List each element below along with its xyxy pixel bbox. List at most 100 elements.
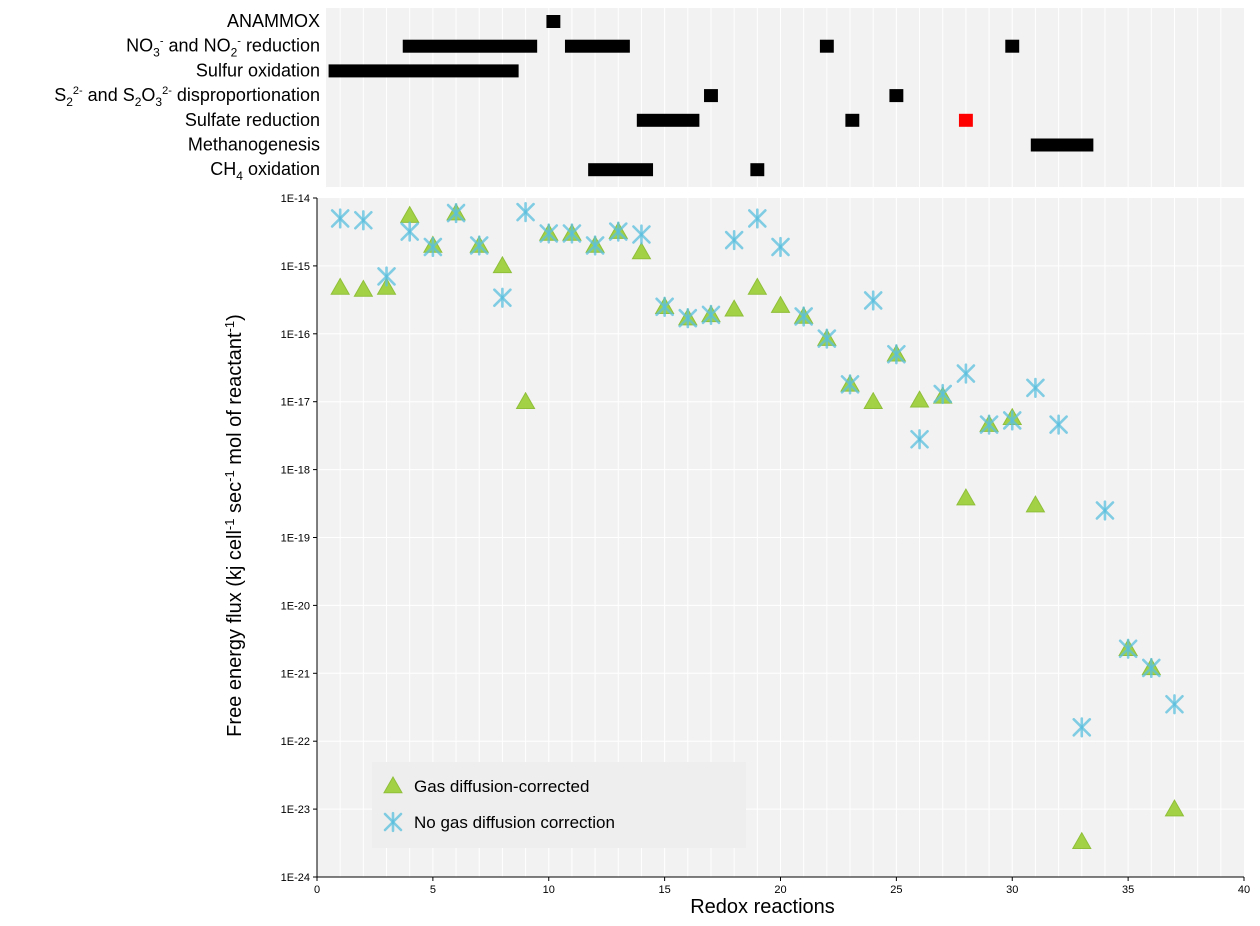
y-tick-label: 1E-23	[281, 804, 310, 816]
asterisk-marker	[1002, 410, 1022, 431]
triangle-marker	[747, 277, 768, 295]
asterisk-marker	[863, 290, 883, 311]
asterisk-marker	[585, 235, 605, 256]
asterisk-marker	[678, 308, 698, 329]
asterisk-marker	[539, 223, 559, 244]
asterisk-marker	[771, 236, 790, 258]
asterisk-marker	[330, 208, 350, 229]
x-tick-label: 35	[1122, 884, 1134, 896]
category-bar	[750, 163, 765, 177]
x-tick-label: 20	[774, 884, 786, 896]
category-label: ANAMMOX	[227, 11, 320, 31]
asterisk-marker	[1072, 717, 1092, 738]
asterisk-marker	[446, 202, 466, 224]
triangle-marker	[1071, 831, 1092, 850]
y-tick-label: 1E-24	[281, 872, 310, 884]
asterisk-marker	[1049, 414, 1068, 435]
asterisk-marker	[354, 210, 373, 231]
y-tick-label: 1E-17	[281, 397, 310, 409]
triangle-marker	[909, 390, 930, 408]
y-tick-label: 1E-21	[281, 668, 310, 680]
y-tick-label: 1E-14	[281, 193, 310, 205]
free-energy-scatter-plot: 1E-24 1E-23 1E-22 1E-21 1E-20 1E-19 1E-18 1E-17…	[222, 193, 1251, 918]
triangle-marker	[631, 242, 652, 260]
triangle-marker	[330, 277, 351, 295]
asterisk-marker	[423, 236, 443, 258]
asterisk-marker	[1026, 377, 1045, 398]
asterisk-marker	[655, 296, 674, 317]
asterisk-marker	[377, 266, 396, 287]
category-bar	[1030, 138, 1094, 152]
category-bar	[588, 163, 654, 177]
x-tick-label: 30	[1006, 884, 1018, 896]
x-tick-label: 25	[890, 884, 902, 896]
asterisk-marker	[956, 363, 976, 384]
category-bar	[564, 39, 630, 53]
y-axis-title: Free energy flux (kj cell-1 sec-1 mol of…	[222, 314, 247, 737]
category-bar	[958, 113, 973, 127]
asterisk-marker	[608, 221, 628, 242]
asterisk-marker	[383, 811, 403, 833]
x-axis-title: Redox reactions	[690, 896, 835, 918]
asterisk-marker	[933, 383, 953, 405]
asterisk-marker	[794, 306, 813, 327]
category-bar	[402, 39, 538, 53]
asterisk-marker	[1118, 638, 1138, 659]
category-bar	[845, 113, 860, 127]
y-tick-label: 1E-15	[281, 261, 310, 273]
triangle-marker	[863, 391, 884, 409]
category-bar	[819, 39, 834, 53]
y-tick-label: 1E-18	[281, 465, 310, 477]
legend-label: Gas diffusion-corrected	[414, 777, 589, 796]
asterisk-marker	[493, 287, 512, 308]
category-bar	[889, 89, 904, 103]
asterisk-marker	[840, 374, 860, 395]
category-bar	[546, 15, 561, 28]
triangle-marker	[515, 391, 536, 409]
triangle-marker	[724, 299, 745, 317]
triangle-marker	[1025, 495, 1046, 513]
category-label: NO3- and NO2- reduction	[126, 36, 320, 60]
category-label: S22- and S2O32- disproportionation	[54, 85, 320, 109]
x-tick-label: 10	[543, 884, 555, 896]
asterisk-marker	[910, 429, 929, 450]
category-bar	[704, 89, 718, 103]
category-bar	[1005, 39, 1020, 53]
y-tick-label: 1E-16	[281, 329, 310, 341]
triangle-marker	[353, 279, 374, 297]
asterisk-marker	[400, 221, 420, 242]
asterisk-marker	[748, 208, 767, 229]
category-bar	[636, 113, 700, 127]
asterisk-marker	[1142, 657, 1161, 679]
asterisk-marker	[1095, 500, 1115, 521]
asterisk-marker	[701, 304, 721, 325]
category-label: Sulfate reduction	[185, 110, 320, 130]
asterisk-marker	[516, 201, 535, 223]
x-tick-label: 5	[430, 884, 436, 896]
asterisk-marker	[1165, 694, 1184, 715]
category-panel-background	[326, 8, 1244, 187]
y-tick-label: 1E-19	[281, 533, 310, 545]
data-points	[330, 201, 1185, 850]
asterisk-marker	[979, 414, 999, 435]
legend-label: No gas diffusion correction	[414, 813, 615, 832]
triangle-marker	[1164, 799, 1185, 817]
triangle-marker	[956, 488, 976, 506]
triangle-marker	[770, 295, 791, 313]
y-tick-label: 1E-20	[281, 600, 310, 612]
category-label: CH4 oxidation	[210, 159, 320, 183]
asterisk-marker	[887, 344, 906, 365]
asterisk-marker	[469, 235, 489, 256]
category-bar	[328, 64, 519, 78]
asterisk-marker	[724, 229, 744, 251]
asterisk-marker	[817, 328, 837, 349]
x-tick-label: 40	[1238, 884, 1250, 896]
x-tick-label: 15	[659, 884, 671, 896]
legend: Gas diffusion-corrected No gas diffusion …	[372, 762, 746, 848]
category-label: Sulfur oxidation	[196, 60, 320, 80]
asterisk-marker	[562, 223, 582, 244]
triangle-marker	[383, 775, 403, 794]
category-label: Methanogenesis	[188, 135, 320, 155]
y-tick-label: 1E-22	[281, 736, 310, 748]
